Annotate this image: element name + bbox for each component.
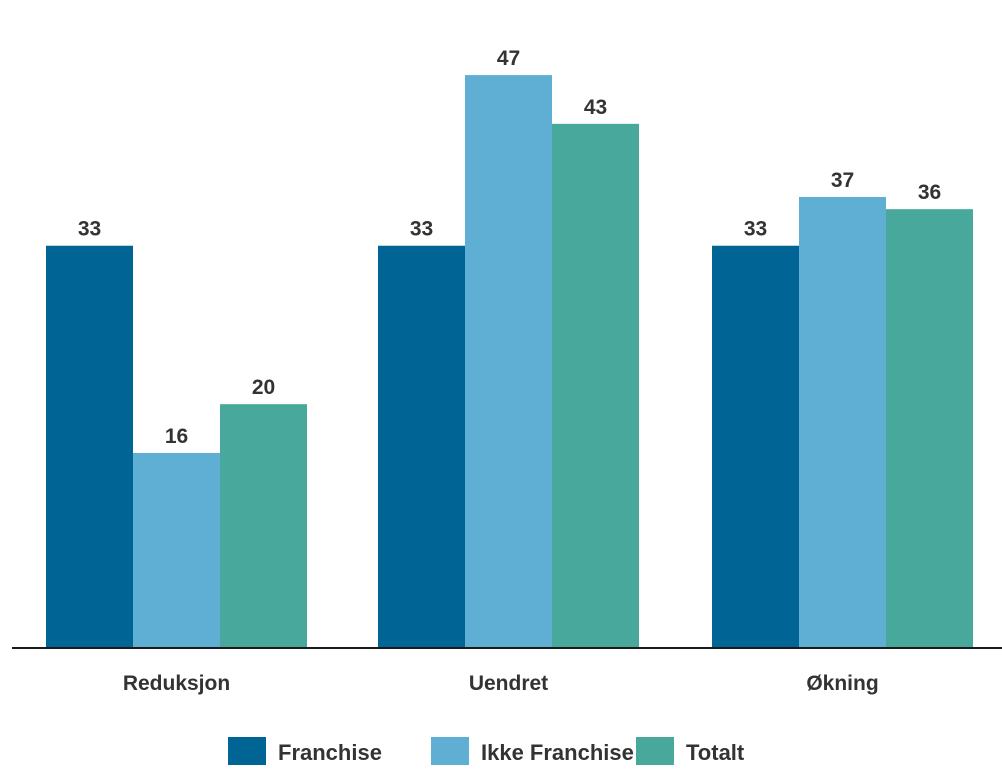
data-label: 43 (584, 96, 607, 119)
data-label: 33 (744, 218, 767, 241)
bar-reduksjon-totalt (220, 404, 307, 648)
data-label: 20 (252, 376, 275, 399)
data-label: 47 (497, 47, 520, 70)
category-label: Reduksjon (123, 672, 230, 695)
bar-økning-ikke-franchise (799, 196, 886, 648)
data-label: 16 (165, 425, 188, 448)
bar-reduksjon-ikke-franchise (133, 452, 220, 648)
legend-label: Ikke Franchise (481, 740, 634, 765)
bar-uendret-totalt (552, 123, 639, 648)
data-labels-layer: 33 16 20 33 47 43 33 37 36 (78, 47, 941, 448)
legend-label: Totalt (686, 740, 745, 765)
bar-reduksjon-franchise (46, 245, 133, 649)
bar-uendret-franchise (378, 245, 465, 649)
category-label: Uendret (469, 672, 548, 695)
legend: Franchise Ikke Franchise Totalt (228, 737, 745, 767)
category-labels-layer: Reduksjon Uendret Økning (123, 672, 879, 695)
legend-swatch-totalt (636, 737, 674, 767)
legend-label: Franchise (278, 740, 382, 765)
bars-layer (46, 75, 973, 649)
data-label: 36 (918, 181, 941, 204)
category-label: Økning (806, 672, 878, 695)
bar-uendret-ikke-franchise (465, 75, 552, 648)
bar-økning-totalt (886, 209, 973, 648)
data-label: 33 (410, 218, 433, 241)
data-label: 33 (78, 218, 101, 241)
data-label: 37 (831, 169, 854, 192)
bar-økning-franchise (712, 245, 799, 649)
legend-swatch-ikke-franchise (431, 737, 469, 767)
legend-swatch-franchise (228, 737, 266, 767)
